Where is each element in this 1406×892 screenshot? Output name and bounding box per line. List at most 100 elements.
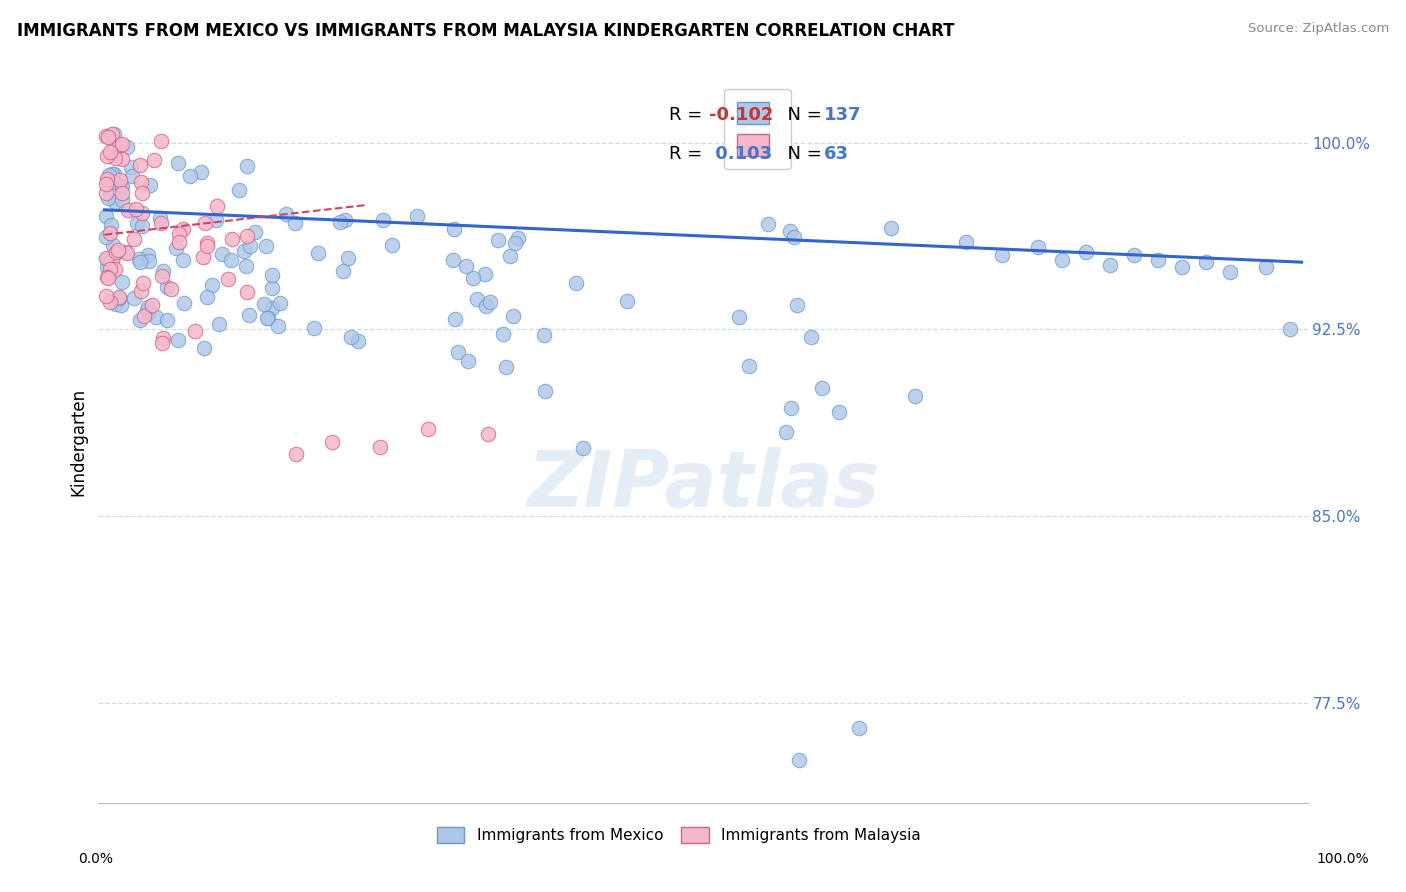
Point [104, 152, 127, 166]
Text: 100.0%: 100.0% [1316, 852, 1369, 866]
Point [150, 335, 173, 350]
Point [141, 298, 163, 312]
Point [1219, 265, 1241, 279]
Point [828, 405, 851, 419]
Point [122, 291, 145, 305]
Point [108, 137, 131, 152]
Point [179, 169, 201, 183]
Point [150, 268, 173, 283]
Point [111, 152, 134, 166]
Point [110, 298, 132, 312]
Point [129, 312, 152, 326]
Point [284, 216, 307, 230]
Point [111, 275, 134, 289]
Point [94, 177, 117, 191]
Y-axis label: Kindergarten: Kindergarten [69, 387, 87, 496]
Point [1171, 260, 1194, 274]
Point [96, 269, 118, 284]
Point [103, 167, 125, 181]
Point [534, 384, 557, 399]
Point [492, 326, 515, 341]
Point [1147, 252, 1170, 267]
Point [211, 247, 233, 261]
Point [96, 149, 118, 163]
Text: 63: 63 [824, 145, 849, 163]
Point [1074, 245, 1097, 260]
Point [94, 252, 117, 266]
Point [97, 130, 120, 145]
Point [780, 401, 803, 415]
Point [1254, 260, 1277, 274]
Point [128, 255, 150, 269]
Point [256, 311, 278, 326]
Text: 0.103: 0.103 [709, 145, 772, 163]
Point [201, 278, 224, 293]
Point [195, 239, 218, 253]
Point [463, 270, 485, 285]
Point [145, 310, 167, 324]
Point [738, 359, 761, 374]
Point [165, 241, 187, 255]
Point [142, 153, 165, 168]
Point [441, 252, 464, 267]
Point [173, 296, 195, 310]
Point [233, 244, 256, 258]
Point [96, 252, 118, 266]
Point [150, 134, 173, 148]
Point [758, 217, 780, 231]
Point [129, 284, 152, 298]
Point [131, 186, 153, 201]
Point [1195, 255, 1218, 269]
Point [194, 216, 217, 230]
Point [129, 174, 152, 188]
Point [787, 754, 810, 768]
Point [235, 259, 257, 273]
Point [1050, 252, 1073, 267]
Point [373, 213, 395, 227]
Text: N =: N = [776, 145, 827, 163]
Point [152, 263, 174, 277]
Point [238, 309, 260, 323]
Point [101, 250, 124, 264]
Point [121, 161, 143, 175]
Point [269, 296, 291, 310]
Point [149, 211, 172, 225]
Point [97, 191, 120, 205]
Point [879, 221, 901, 235]
Point [104, 297, 127, 311]
Point [129, 158, 152, 172]
Point [236, 159, 259, 173]
Point [132, 277, 155, 291]
Point [110, 179, 132, 194]
Point [499, 249, 522, 263]
Point [103, 175, 125, 189]
Text: 137: 137 [824, 105, 862, 124]
Point [474, 267, 496, 281]
Point [94, 128, 117, 143]
Point [381, 238, 404, 252]
Point [475, 299, 498, 313]
Point [465, 293, 488, 307]
Point [848, 721, 870, 735]
Point [329, 215, 352, 229]
Point [800, 330, 823, 344]
Point [443, 222, 465, 236]
Point [122, 232, 145, 246]
Point [98, 169, 121, 183]
Point [115, 246, 138, 260]
Point [107, 243, 129, 257]
Point [94, 289, 117, 303]
Point [479, 295, 502, 310]
Point [257, 311, 280, 326]
Point [131, 219, 153, 233]
Point [728, 310, 751, 325]
Point [477, 427, 499, 442]
Point [302, 321, 325, 335]
Point [955, 235, 977, 250]
Point [284, 447, 307, 461]
Point [262, 268, 284, 282]
Point [104, 244, 127, 259]
Point [111, 186, 134, 200]
Point [101, 253, 124, 268]
Point [321, 434, 343, 449]
